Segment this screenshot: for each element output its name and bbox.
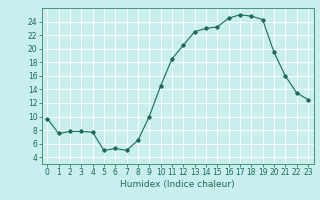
- X-axis label: Humidex (Indice chaleur): Humidex (Indice chaleur): [120, 180, 235, 189]
